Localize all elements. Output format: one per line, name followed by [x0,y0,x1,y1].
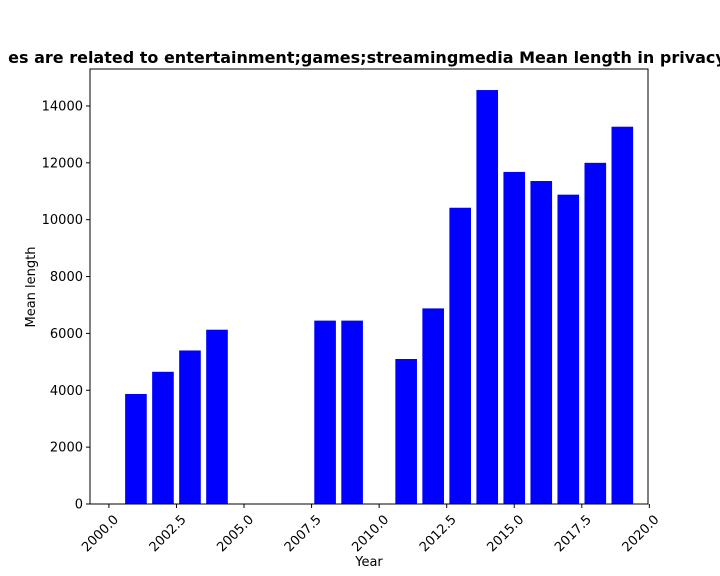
bar-2012 [422,308,444,504]
x-axis-label: Year [354,555,383,570]
y-tick-label: 10000 [42,213,83,228]
x-tick-label: 2005.0 [214,512,257,555]
x-axis-ticks: 2000.0 2002.5 2005.0 2007.5 2010.0 2012.5 2015… [79,504,662,555]
y-tick-label: 4000 [50,384,83,399]
y-tick-label: 6000 [50,327,83,342]
bar-2002 [152,371,174,504]
bar-2019 [611,126,634,504]
bar-2014 [476,90,499,504]
plot-frame [89,68,649,505]
bar-2018 [584,162,607,504]
bar-2001 [125,393,147,504]
x-tick-label: 2012.5 [417,512,460,555]
x-tick-label: 2000.0 [79,512,122,555]
bar-2003 [179,350,201,504]
bar-2004 [206,329,228,504]
bar-2008 [314,320,336,504]
bar-2013 [449,207,472,504]
y-tick-label: 14000 [42,99,83,114]
bar-2017 [557,194,580,504]
x-tick-label: 2015.0 [485,512,528,555]
x-tick-label: 2010.0 [349,512,392,555]
y-tick-label: 2000 [50,441,83,456]
y-axis-ticks: 0 2000 4000 6000 8000 10000 12000 14000 [42,99,90,513]
chart-title: es are related to entertainment;games;st… [8,48,720,67]
x-tick-label: 2002.5 [147,512,190,555]
x-tick-label: 2020.0 [620,512,663,555]
y-tick-label: 12000 [42,156,83,171]
bar-2009 [341,320,363,504]
bar-2016 [530,181,553,505]
y-tick-label: 0 [75,498,83,513]
y-axis-label: Mean length [24,247,39,328]
y-tick-label: 8000 [50,270,83,285]
bar-2015 [503,171,526,504]
bar-2011 [395,359,417,504]
x-tick-label: 2017.5 [552,512,595,555]
bars [125,90,634,505]
x-tick-label: 2007.5 [282,512,325,555]
